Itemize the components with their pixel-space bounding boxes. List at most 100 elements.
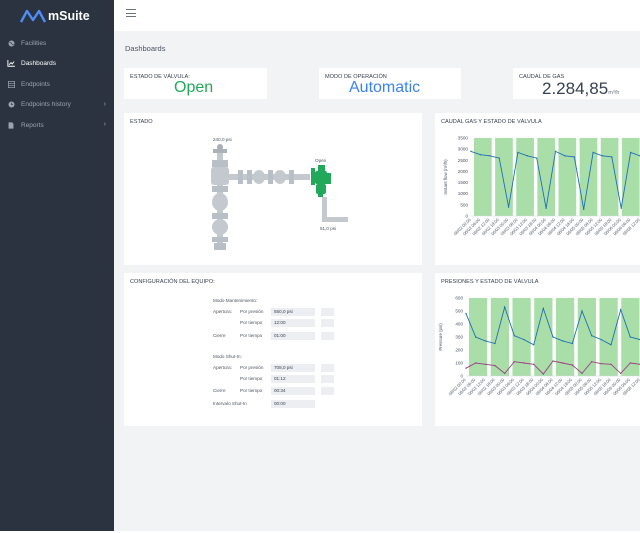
shutin-close-time-field[interactable]: 00:34 — [271, 387, 315, 395]
card-title: ESTADO — [130, 119, 153, 125]
data-point — [582, 208, 585, 211]
data-point — [474, 336, 477, 338]
data-point — [619, 372, 622, 375]
maintenance-heading: Modo Mantenimiento: — [213, 298, 258, 303]
maintenance-close-by-time-label: Por tiempo — [240, 333, 263, 338]
y-tick-label: 600 — [455, 296, 463, 301]
valve-open-band — [474, 138, 492, 216]
valve-open-band — [577, 298, 596, 376]
shutin-open-pressure-toggle[interactable] — [321, 364, 334, 372]
y-tick-label: 200 — [455, 348, 463, 353]
data-point — [600, 362, 603, 365]
wellhead-diagram: 240,0 psi — [211, 137, 348, 250]
valve-open-band — [579, 138, 598, 216]
document-icon — [7, 121, 15, 129]
data-point — [564, 155, 566, 157]
data-point — [536, 157, 538, 159]
top-bar — [114, 0, 640, 31]
maintenance-by-pressure-label: Por presión — [240, 309, 264, 314]
shutin-interval-field[interactable]: 00:00 — [271, 400, 315, 408]
maintenance-close-time-toggle[interactable] — [321, 332, 334, 340]
y-tick-label: 100 — [455, 361, 463, 366]
shutin-open-pressure-field[interactable]: 708,0 psi — [271, 364, 315, 372]
valve-open-band — [534, 298, 553, 376]
chevron-right-icon: › — [103, 121, 106, 128]
data-point — [503, 372, 506, 375]
shutin-open-time-toggle[interactable] — [321, 375, 334, 383]
hamburger-menu-icon[interactable] — [126, 9, 136, 19]
wellhead-flange — [212, 237, 228, 242]
data-point — [507, 206, 510, 208]
pressure-in-label: 240,0 psi — [213, 137, 232, 142]
brand-logo[interactable]: mSuite — [20, 6, 90, 26]
data-point — [611, 156, 613, 158]
shutin-heading: Modo Shut-In: — [213, 354, 242, 359]
valve-open-band — [558, 138, 577, 216]
data-point — [465, 312, 467, 315]
data-point — [610, 344, 612, 346]
data-point — [590, 361, 593, 363]
data-point — [489, 155, 491, 157]
data-point — [619, 309, 622, 311]
data-point — [526, 155, 529, 157]
gauge-icon — [217, 144, 223, 150]
kpi-label: ESTADO DE VÁLVULA: — [130, 74, 190, 80]
sidebar-item-endpoints[interactable]: Endpoints — [0, 74, 114, 95]
sidebar-item-label: Reports — [21, 121, 44, 129]
data-point — [465, 367, 467, 369]
valve-open-band — [599, 298, 618, 376]
shutin-open-time-field[interactable]: 01:12 — [271, 375, 315, 383]
shutin-close-time-toggle[interactable] — [321, 387, 334, 395]
data-point — [554, 150, 557, 153]
maintenance-open-time-field[interactable]: 12:00 — [271, 319, 315, 327]
data-point — [517, 151, 519, 154]
y-tick-label: 3500 — [458, 136, 469, 141]
y-axis-label: Pressure (psi) — [438, 323, 443, 351]
msuite-logo-icon — [20, 9, 46, 23]
valve-open-band — [621, 138, 640, 216]
wellhead-valve — [212, 193, 228, 211]
sidebar-item-endpoints-history[interactable]: Endpoints history › — [0, 95, 114, 116]
data-point — [474, 362, 477, 364]
valve-state-label: Open — [315, 158, 327, 163]
valve-actuator — [318, 165, 325, 171]
outlet-pipe — [322, 217, 348, 222]
y-tick-label: 400 — [455, 322, 463, 327]
gas-flow-unit: m³/h — [608, 90, 620, 96]
y-tick-label: 0 — [465, 214, 468, 219]
pressure-out-label: 51,0 psi — [320, 226, 336, 231]
data-point — [484, 340, 487, 342]
maintenance-close-time-field[interactable]: 01:00 — [271, 332, 315, 340]
maintenance-open-pressure-toggle[interactable] — [321, 308, 334, 316]
data-point — [513, 335, 516, 337]
card-title: CONFIGURACIÓN DEL EQUIPO: — [130, 279, 215, 285]
data-point — [601, 155, 604, 157]
maintenance-open-pressure-field[interactable]: 550,0 psi — [271, 308, 315, 316]
maintenance-open-time-toggle[interactable] — [321, 319, 334, 327]
data-point — [571, 342, 574, 345]
data-point — [629, 151, 632, 154]
chevron-right-icon: › — [103, 100, 106, 108]
maintenance-by-time-label: Por tiempo — [240, 320, 263, 325]
data-point — [610, 363, 612, 365]
wellhead-flange — [212, 186, 228, 192]
data-point — [620, 207, 622, 209]
data-point — [592, 151, 594, 154]
sidebar-item-dashboards[interactable]: Dashboards — [0, 54, 114, 75]
maintenance-open-label: Apertura: — [213, 309, 232, 314]
valve-open-band — [516, 138, 534, 216]
line-flange — [289, 170, 294, 184]
sidebar-item-reports[interactable]: Reports › — [0, 115, 114, 136]
data-point — [552, 336, 554, 338]
data-point — [513, 361, 516, 363]
kpi-operation-mode: MODO DE OPERACIÓN Automatic — [319, 68, 461, 99]
shutin-open-label: Apertura: — [213, 365, 232, 370]
y-tick-label: 1500 — [458, 180, 469, 185]
data-point — [571, 364, 574, 366]
pressure-chart-card: PRESIONES Y ESTADO DE VÁLVULA 0 100 200 300… — [435, 273, 640, 426]
sidebar-item-facilities[interactable]: Facilities — [0, 33, 114, 54]
y-tick-label: 0 — [460, 374, 463, 379]
data-point — [470, 150, 472, 153]
